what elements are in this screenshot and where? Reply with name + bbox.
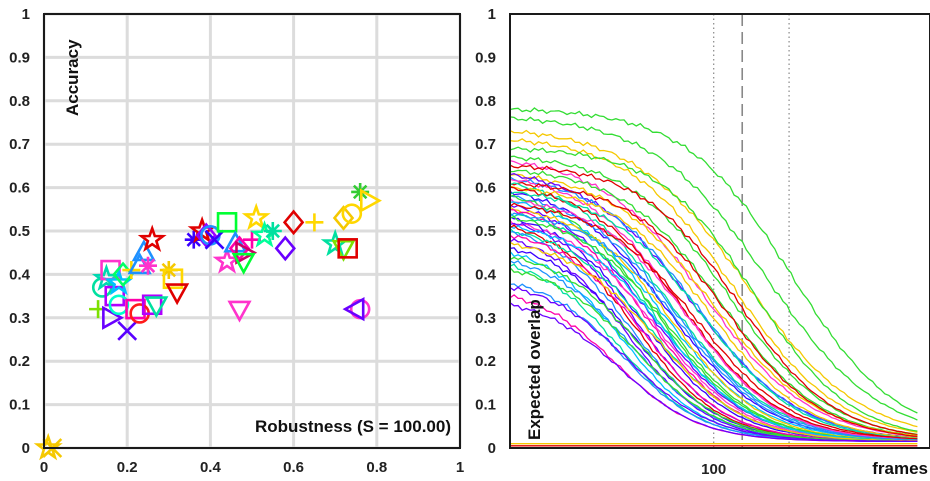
- y-tick-label: 0.4: [9, 266, 31, 283]
- overlap-curve: [509, 202, 918, 440]
- data-point-tri-right: [359, 188, 382, 213]
- y-tick-label: 0.5: [9, 223, 30, 240]
- y-tick-label: 0.4: [475, 266, 497, 283]
- data-point-diamond: [332, 205, 355, 231]
- data-point-star: [241, 202, 271, 231]
- data-point-tri-down: [144, 296, 169, 319]
- data-point-tri-down: [227, 300, 252, 323]
- x-tick-label: 0.2: [117, 459, 138, 476]
- y-tick-label: 0.9: [9, 49, 30, 66]
- y-tick-label: 0.3: [475, 310, 496, 327]
- data-point-square: [337, 238, 358, 259]
- data-point-square: [162, 268, 184, 290]
- y-tick-label: 0: [22, 440, 30, 457]
- y-tick-label: 0.2: [9, 353, 30, 370]
- overlap-curve: [509, 186, 918, 440]
- data-point-circle: [108, 294, 130, 316]
- overlap-curve: [509, 146, 918, 432]
- reference-lines: [713, 14, 790, 448]
- y-axis-label-expected-overlap: Expected overlap: [525, 299, 544, 440]
- y-tick-label: 0.1: [9, 397, 30, 414]
- overlap-curve: [509, 169, 918, 437]
- expected-overlap-plot: 0 0.1 0.2 0.3 0.4 0.5 0.6 0.7 0.8 0.9 1 100 Expecte…: [475, 6, 930, 478]
- y-tick-label: 0.6: [9, 180, 30, 197]
- overlap-curve: [509, 212, 918, 441]
- data-point-tri-left: [342, 297, 365, 322]
- data-point-diamond: [274, 235, 296, 262]
- y-axis-label-accuracy: Accuracy: [63, 39, 82, 116]
- right-plot-frame: [509, 13, 930, 449]
- data-point-asterisk: [184, 230, 203, 249]
- data-point-diamond: [228, 235, 251, 262]
- data-point-circle: [341, 203, 363, 224]
- right-axis-ticks: 0 0.1 0.2 0.3 0.4 0.5 0.6 0.7 0.8 0.9 1 100: [475, 6, 726, 478]
- overlap-curve: [509, 159, 918, 438]
- x-tick-label: 0: [40, 459, 48, 476]
- data-point-tri-right: [235, 240, 258, 265]
- data-point-square: [125, 298, 146, 320]
- y-tick-label: 1: [22, 6, 30, 23]
- data-point-x: [117, 320, 138, 341]
- overlap-curve: [509, 191, 918, 440]
- overlap-curve: [509, 164, 918, 436]
- data-point-asterisk: [263, 222, 282, 240]
- overlap-curve: [509, 181, 918, 437]
- data-point-tri-down: [165, 283, 190, 306]
- left-axis-ticks: 0 0.2 0.4 0.6 0.8 1 0 0.1 0.2 0.3 0.4 0.5 0.6 0.7 0.8 0…: [9, 6, 464, 476]
- data-point-tri-right: [102, 305, 125, 330]
- data-point-tri-down: [231, 252, 256, 275]
- y-tick-label: 0.5: [475, 223, 496, 240]
- x-tick-label: 0.4: [200, 459, 222, 476]
- y-tick-label: 0.6: [475, 180, 496, 197]
- y-tick-label: 0.7: [475, 136, 496, 153]
- overlap-curve: [509, 176, 918, 439]
- data-point-plus: [305, 213, 324, 232]
- data-point-star: [137, 224, 167, 253]
- overlap-curve: [509, 241, 918, 442]
- overlap-curves: [509, 107, 918, 447]
- data-point-diamond: [195, 222, 217, 249]
- overlap-curve: [509, 260, 918, 442]
- data-point-square: [216, 212, 238, 233]
- y-tick-label: 1: [488, 6, 496, 23]
- overlap-curve: [509, 198, 918, 441]
- overlap-curve: [509, 129, 918, 428]
- overlap-curve: [509, 116, 918, 421]
- y-tick-label: 0.3: [9, 310, 30, 327]
- overlap-curve: [509, 302, 918, 443]
- overlap-curve: [509, 138, 918, 433]
- accuracy-robustness-plot: 0 0.2 0.4 0.6 0.8 1 0 0.1 0.2 0.3 0.4 0.5 0.6 0.7 0.8 0…: [9, 6, 464, 476]
- y-tick-label: 0.8: [475, 93, 496, 110]
- y-tick-label: 0.8: [9, 93, 30, 110]
- overlap-curve: [509, 185, 918, 439]
- data-point-circle: [349, 298, 371, 320]
- left-points: [33, 182, 382, 461]
- y-tick-label: 0.9: [475, 49, 496, 66]
- data-point-x: [204, 229, 225, 250]
- x-tick-label: 100: [701, 461, 726, 478]
- y-tick-label: 0.7: [9, 136, 30, 153]
- x-tick-label: 1: [456, 459, 464, 476]
- x-axis-label-robustness: Robustness (S = 100.00): [255, 417, 451, 436]
- x-tick-label: 0.6: [283, 459, 304, 476]
- left-plot-frame: [43, 13, 461, 449]
- x-axis-label-frames: frames: [872, 459, 928, 478]
- y-tick-label: 0.1: [475, 397, 496, 414]
- x-tick-label: 0.8: [366, 459, 387, 476]
- y-tick-label: 0: [488, 440, 496, 457]
- overlap-curve: [509, 224, 918, 442]
- data-point-diamond: [282, 209, 305, 236]
- y-tick-label: 0.2: [475, 353, 496, 370]
- overlap-curve: [509, 107, 918, 414]
- data-point-asterisk: [139, 256, 157, 275]
